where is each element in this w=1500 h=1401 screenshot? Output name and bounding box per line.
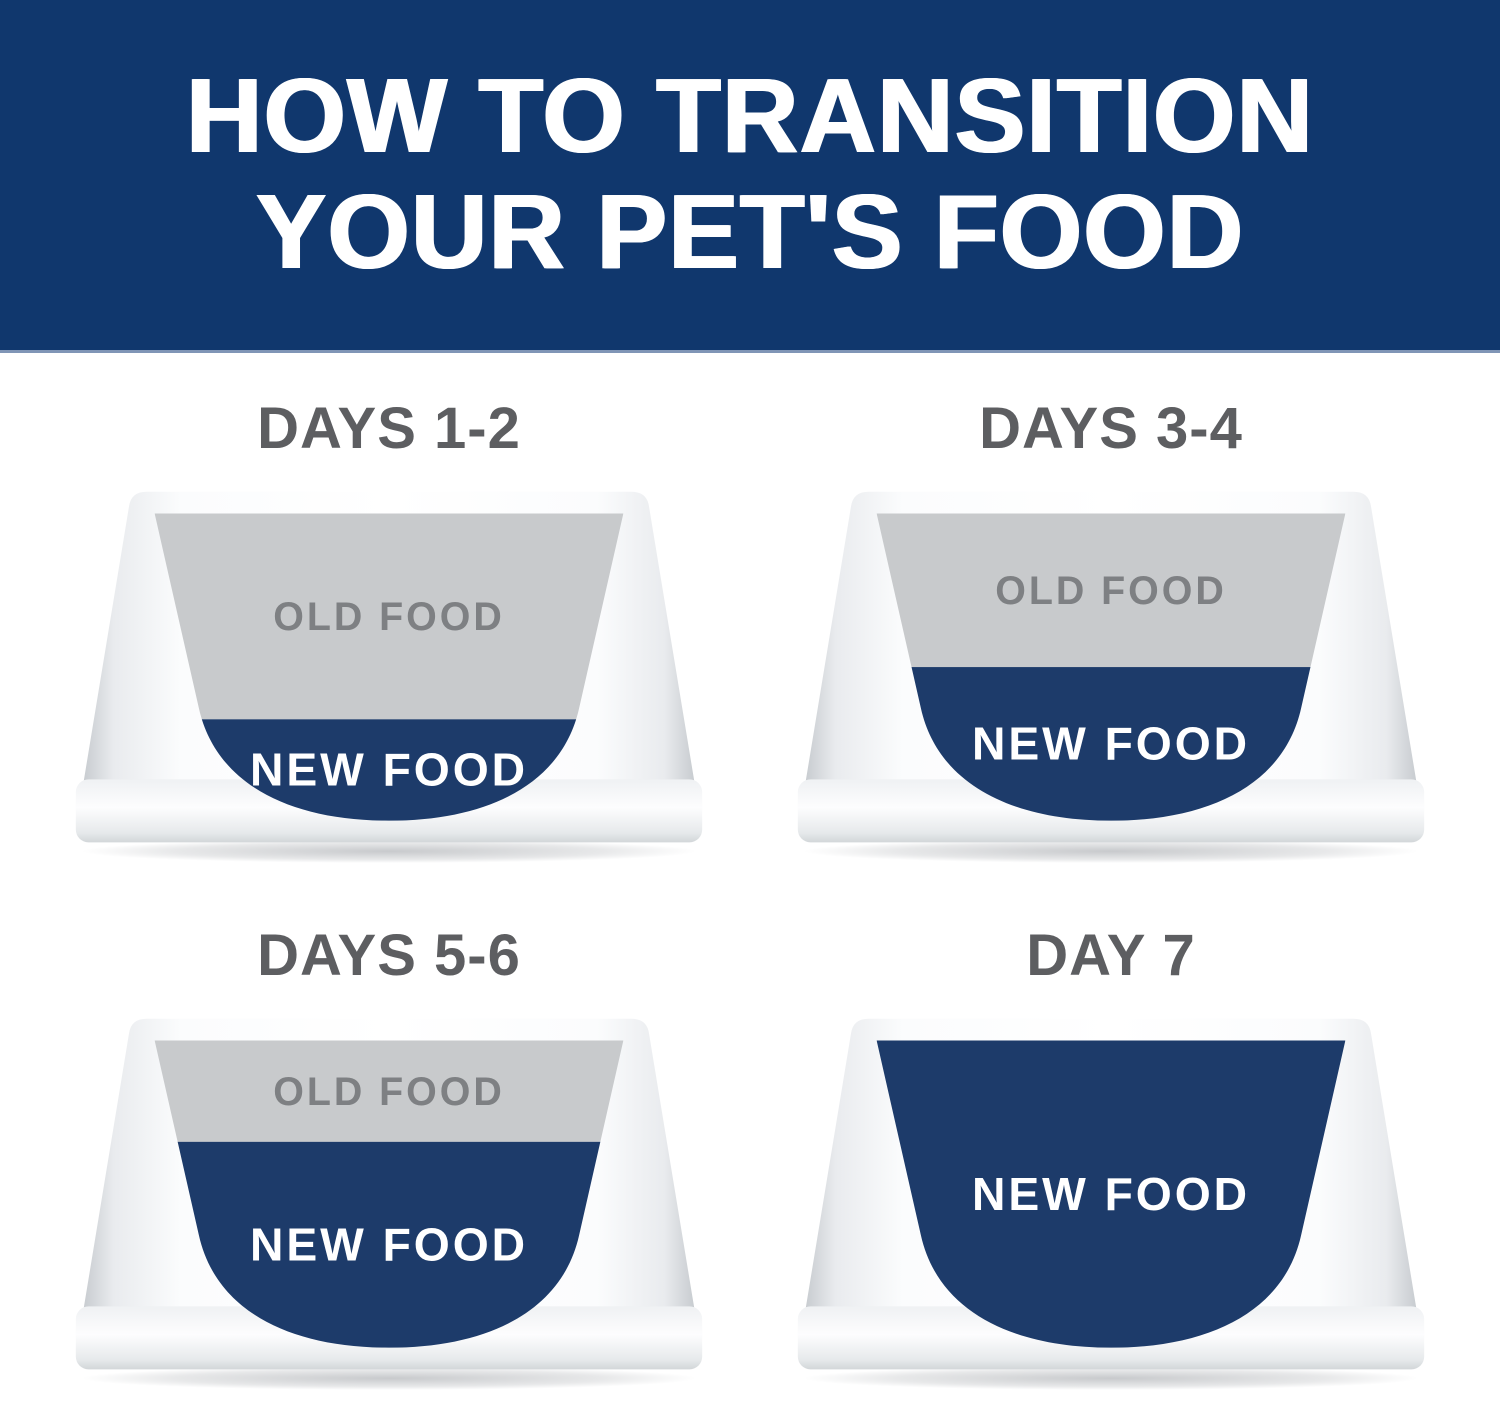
header-title-line2: YOUR PET'S FOOD — [255, 173, 1245, 291]
bowl-shadow — [803, 839, 1419, 864]
pet-bowl-graphic: OLD FOOD NEW FOOD — [797, 491, 1425, 864]
new-food-label: NEW FOOD — [250, 744, 528, 796]
new-food-label: NEW FOOD — [250, 1219, 528, 1271]
new-food-label: NEW FOOD — [972, 718, 1250, 770]
bowl-card-days-5-6: DAYS 5-6 OLD FOOD NEW FOOD — [64, 922, 714, 1395]
new-food-label: NEW FOOD — [972, 1168, 1250, 1220]
old-food-region — [154, 1040, 624, 1142]
day-title: DAYS 1-2 — [257, 396, 521, 461]
bowl-shadow — [81, 839, 697, 864]
pet-bowl-graphic: OLD FOOD NEW FOOD — [75, 1018, 703, 1391]
bowl-shadow — [803, 1366, 1419, 1391]
bowl-card-days-1-2: DAYS 1-2 OLD FOOD NEW FOOD — [64, 395, 714, 868]
bowl-shadow — [81, 1366, 697, 1391]
transition-steps-grid: DAYS 1-2 OLD FOOD NEW FOOD DAYS 3-4 OLD … — [0, 353, 1500, 1395]
pet-bowl-graphic: OLD FOOD NEW FOOD — [75, 491, 703, 864]
old-food-label: OLD FOOD — [995, 569, 1226, 613]
bowl-card-day-7: DAY 7 NEW FOOD — [786, 922, 1436, 1395]
day-title: DAYS 5-6 — [257, 923, 521, 988]
day-title: DAY 7 — [1026, 923, 1196, 988]
header-banner: HOW TO TRANSITION YOUR PET'S FOOD — [0, 0, 1500, 353]
new-food-region — [876, 1040, 1346, 1348]
old-food-label: OLD FOOD — [273, 595, 504, 639]
header-title-line1: HOW TO TRANSITION — [186, 57, 1314, 176]
pet-bowl-graphic: NEW FOOD — [797, 1018, 1425, 1391]
old-food-label: OLD FOOD — [273, 1070, 504, 1114]
old-food-region — [154, 513, 624, 720]
old-food-region — [876, 513, 1346, 668]
bowl-card-days-3-4: DAYS 3-4 OLD FOOD NEW FOOD — [786, 395, 1436, 868]
day-title: DAYS 3-4 — [979, 396, 1243, 461]
